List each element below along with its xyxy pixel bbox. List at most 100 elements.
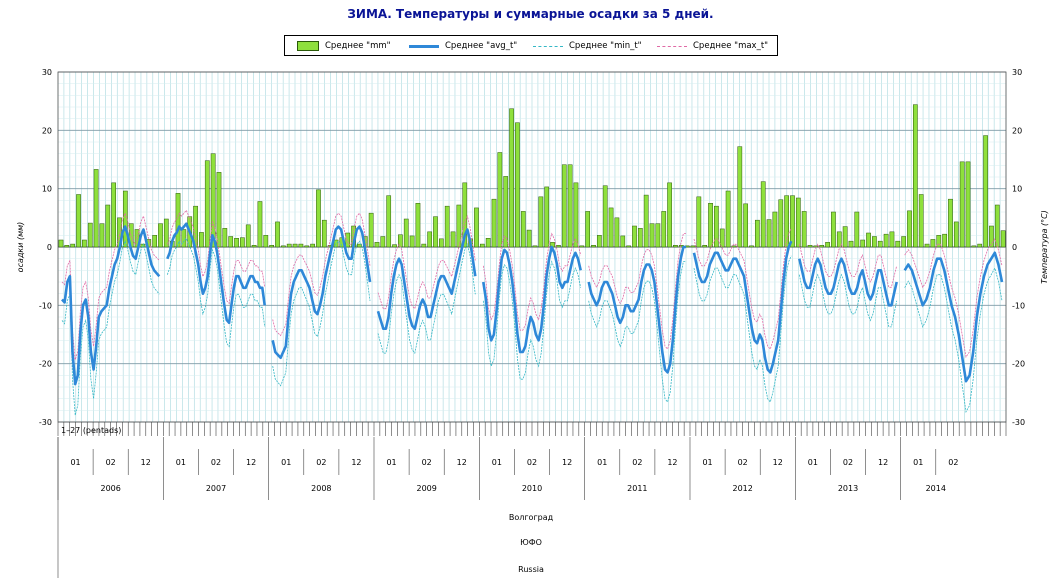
precip-bar bbox=[872, 236, 877, 248]
precip-bar bbox=[801, 211, 807, 248]
precip-bar bbox=[509, 108, 514, 248]
year-label: 2014 bbox=[926, 484, 946, 493]
max-temp-line bbox=[272, 212, 371, 337]
precip-bar bbox=[673, 245, 678, 248]
precip-bar bbox=[152, 235, 157, 248]
precip-bar bbox=[532, 245, 538, 248]
precip-bar bbox=[515, 122, 520, 248]
precip-bar bbox=[310, 243, 315, 248]
max-temp-line bbox=[166, 209, 266, 305]
precip-bar bbox=[860, 239, 866, 248]
precip-bar bbox=[989, 225, 994, 248]
precip-bar bbox=[655, 223, 661, 248]
month-label: 12 bbox=[878, 458, 888, 467]
precip-bar bbox=[696, 196, 702, 248]
precip-bar bbox=[163, 218, 169, 248]
precip-bar bbox=[240, 237, 245, 248]
legend-label-min: Среднее "min_t" bbox=[569, 41, 642, 51]
month-labels: 01 02 12 2006 01 02 12 2007 01 02 12 2008 01 02 12 2009… bbox=[57, 437, 958, 500]
month-label: 01 bbox=[913, 458, 923, 467]
station-label: Волгоград bbox=[509, 513, 554, 522]
precip-bar bbox=[760, 181, 766, 248]
month-label: 01 bbox=[70, 458, 80, 467]
precip-bar bbox=[971, 245, 977, 248]
precip-bar bbox=[842, 226, 848, 248]
month-label: 02 bbox=[527, 458, 537, 467]
precip-bar bbox=[994, 204, 1000, 248]
precip-bar bbox=[374, 242, 380, 248]
precip-bar bbox=[64, 245, 70, 248]
avg-temp-line bbox=[61, 225, 161, 386]
precip-bar bbox=[930, 239, 936, 248]
precip-bar bbox=[427, 231, 433, 248]
precip-bar bbox=[854, 211, 860, 248]
precip-bar bbox=[415, 203, 421, 248]
month-label: 02 bbox=[316, 458, 326, 467]
precip-bar bbox=[719, 228, 725, 248]
month-label: 01 bbox=[176, 458, 186, 467]
precip-bar bbox=[813, 245, 819, 248]
avg-temp-line bbox=[482, 245, 582, 354]
precip-bar bbox=[520, 211, 526, 248]
precip-bar bbox=[836, 231, 842, 248]
min-temp-line bbox=[166, 237, 266, 348]
precip-bar bbox=[245, 224, 251, 248]
y-tick-label-right: -30 bbox=[1012, 418, 1025, 427]
precip-bar bbox=[831, 211, 836, 248]
precip-bar bbox=[87, 222, 93, 248]
precip-bar bbox=[889, 231, 895, 248]
legend-swatch-avg bbox=[409, 44, 439, 48]
month-label: 02 bbox=[632, 458, 642, 467]
precip-bar bbox=[444, 205, 450, 248]
year-label: 2009 bbox=[416, 484, 436, 493]
year-label: 2013 bbox=[838, 484, 858, 493]
precip-bar bbox=[901, 236, 907, 248]
precip-bar bbox=[298, 243, 304, 248]
y-tick-label-left: -30 bbox=[39, 418, 52, 427]
max-temp-line bbox=[798, 243, 898, 288]
month-label: 01 bbox=[597, 458, 607, 467]
legend-label-max: Среднее "max_t" bbox=[693, 41, 769, 51]
precip-bar bbox=[526, 229, 532, 248]
max-temp-line bbox=[693, 227, 792, 350]
pentad-ticks bbox=[57, 422, 1007, 436]
precip-bar bbox=[626, 245, 631, 248]
precip-bar bbox=[807, 245, 813, 248]
precip-bar bbox=[450, 231, 456, 248]
y-tick-label-left: -10 bbox=[39, 301, 52, 310]
precip-bar bbox=[754, 219, 760, 248]
min-temp-line bbox=[904, 267, 1003, 414]
precip-bar bbox=[772, 211, 778, 248]
precip-bar bbox=[866, 232, 871, 248]
avg-temp-line bbox=[166, 222, 266, 325]
country-label: Russia bbox=[518, 565, 544, 574]
precip-bar bbox=[544, 186, 550, 248]
precip-bar bbox=[883, 233, 889, 248]
month-label: 01 bbox=[492, 458, 502, 467]
legend-label-avg: Среднее "avg_t" bbox=[445, 41, 518, 51]
y-tick-label-right: 0 bbox=[1012, 243, 1017, 252]
precip-bar bbox=[82, 239, 87, 248]
month-label: 01 bbox=[702, 458, 712, 467]
avg-temp-line bbox=[692, 240, 793, 374]
precip-bar bbox=[573, 182, 579, 248]
y-tick-label-right: -10 bbox=[1012, 301, 1025, 310]
precip-bar bbox=[953, 221, 959, 248]
month-label: 02 bbox=[843, 458, 853, 467]
precip-bar bbox=[99, 223, 105, 248]
precip-bar bbox=[269, 245, 275, 248]
precip-bar bbox=[357, 243, 362, 248]
precip-bar bbox=[643, 194, 649, 248]
avg-temp-line bbox=[376, 228, 477, 330]
precip-bar bbox=[620, 235, 626, 248]
precip-bar bbox=[737, 146, 743, 248]
precip-bar bbox=[702, 245, 708, 248]
precip-bar bbox=[790, 195, 795, 248]
precip-bar bbox=[1000, 230, 1006, 248]
precip-bar bbox=[216, 172, 222, 248]
precip-bar bbox=[462, 182, 468, 248]
y-tick-label-right: 10 bbox=[1012, 185, 1022, 194]
precip-bar bbox=[918, 194, 924, 248]
precip-bar bbox=[912, 104, 918, 248]
